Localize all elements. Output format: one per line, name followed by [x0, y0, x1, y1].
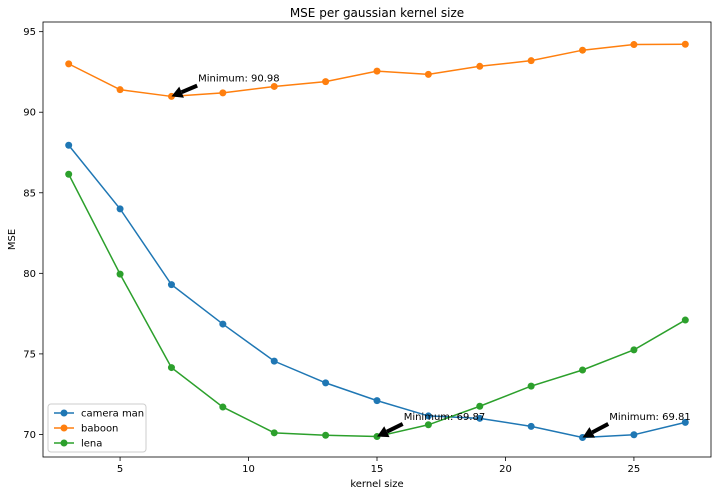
legend-entry: lena	[81, 439, 102, 450]
legend-swatch-marker	[60, 409, 68, 417]
data-point-camera-man	[322, 379, 330, 387]
data-point-lena	[219, 403, 227, 411]
data-point-baboon	[527, 57, 535, 65]
y-tick-label: 70	[23, 430, 36, 441]
x-tick-label: 10	[242, 464, 255, 475]
data-point-baboon	[116, 86, 124, 94]
x-tick-label: 20	[499, 464, 512, 475]
data-point-camera-man	[167, 281, 175, 289]
annotation-label: Minimum: 90.98	[198, 74, 280, 85]
annotation-label: Minimum: 69.87	[404, 412, 486, 423]
data-point-camera-man	[424, 412, 432, 420]
annotation-label: Minimum: 69.81	[609, 412, 691, 423]
annotation-arrow-head	[582, 427, 596, 438]
plot-area: 5 10 15 20 25 70 75 80 85 90 95 Minimum: 90.98 Minim…	[23, 21, 712, 475]
annotation-arrow-shaft	[591, 422, 610, 435]
y-tick-label: 90	[23, 108, 36, 119]
x-tick-label: 5	[117, 464, 123, 475]
legend: camera man baboon lena	[47, 403, 147, 453]
data-point-lena	[630, 346, 638, 354]
data-point-camera-man	[65, 141, 73, 149]
y-tick-label: 75	[23, 349, 36, 360]
annotation-arrow-shaft	[385, 422, 404, 434]
data-point-lena	[322, 431, 330, 439]
data-point-lena	[424, 421, 432, 429]
data-point-baboon	[219, 89, 227, 97]
data-point-camera-man	[270, 357, 278, 365]
data-point-camera-man	[373, 397, 381, 405]
x-axis-label: kernel size	[350, 479, 403, 490]
plot-frame	[42, 21, 712, 458]
data-point-camera-man	[681, 418, 689, 426]
data-point-baboon	[270, 82, 278, 90]
x-tick-label: 15	[371, 464, 384, 475]
data-point-lena	[527, 382, 535, 390]
legend-entry: baboon	[81, 424, 118, 435]
data-point-camera-man	[630, 431, 638, 439]
data-point-lena	[681, 316, 689, 324]
data-point-baboon	[476, 62, 484, 70]
data-point-baboon	[681, 40, 689, 48]
data-point-camera-man	[527, 422, 535, 430]
data-point-camera-man	[476, 414, 484, 422]
y-axis-label: MSE	[7, 229, 18, 250]
data-point-lena	[476, 402, 484, 410]
y-tick-label: 80	[23, 269, 36, 280]
annotation-arrow-shaft	[180, 83, 198, 95]
legend-swatch-marker	[60, 424, 68, 432]
x-tick-label: 25	[628, 464, 641, 475]
data-point-lena	[65, 170, 73, 178]
legend-box	[47, 403, 147, 453]
chart-title: MSE per gaussian kernel size	[290, 6, 464, 20]
annotation-arrow-head	[171, 86, 184, 98]
data-point-baboon	[630, 41, 638, 49]
data-point-camera-man	[219, 320, 227, 328]
data-point-baboon	[65, 60, 73, 68]
annotation-arrow-head	[377, 426, 390, 438]
data-point-baboon	[322, 78, 330, 86]
data-point-baboon	[579, 46, 587, 54]
data-point-lena	[579, 366, 587, 374]
series-line-camera-man	[68, 144, 686, 439]
data-point-camera-man	[116, 205, 124, 213]
y-tick-label: 95	[23, 27, 36, 38]
y-tick-label: 85	[23, 188, 36, 199]
data-point-baboon	[424, 70, 432, 78]
legend-swatch-marker	[60, 439, 68, 447]
legend-entry: camera man	[81, 409, 144, 420]
data-point-lena	[167, 364, 175, 372]
data-point-baboon	[373, 67, 381, 75]
data-point-lena	[270, 429, 278, 437]
data-point-lena	[116, 270, 124, 278]
